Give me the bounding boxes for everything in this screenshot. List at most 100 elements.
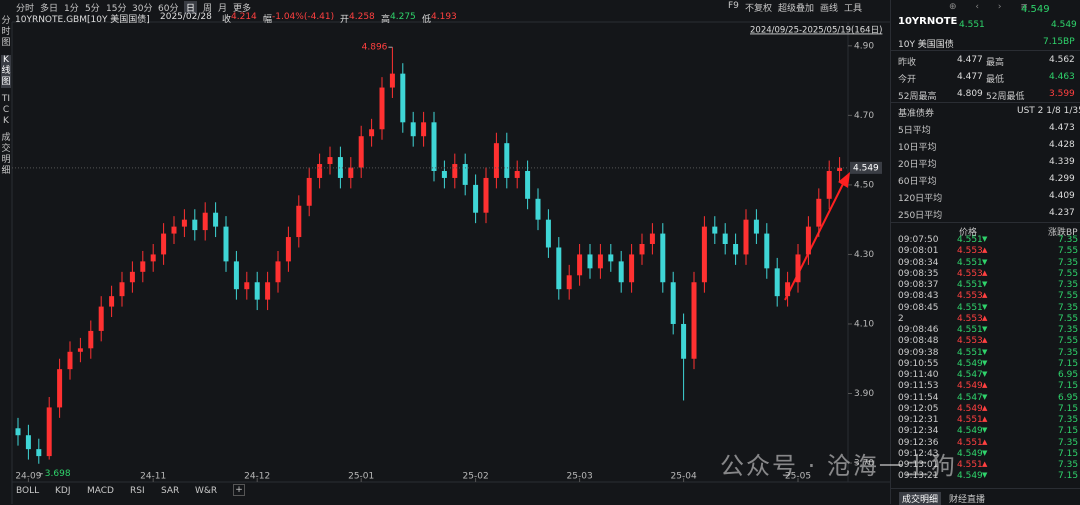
average-label: 10日平均 (898, 143, 937, 153)
tick-arrow: ▲ (982, 246, 988, 255)
tick-arrow: ▲ (982, 460, 988, 468)
candle-body (410, 122, 416, 137)
toolbar-tab[interactable]: 30分 (132, 4, 153, 14)
tick-time: 09:08:45 (898, 302, 939, 313)
tick-arrow: ▼ (982, 235, 988, 243)
toolbar-button[interactable]: 超级叠加 (778, 4, 815, 14)
candle-body (473, 184, 479, 213)
indicator-tab[interactable]: KDJ (55, 486, 71, 496)
toolbar-button[interactable]: 不复权 (745, 4, 773, 14)
candle-body (649, 233, 655, 245)
tick-bp: 6.95 (1058, 392, 1079, 403)
toolbar-tab[interactable]: 5分 (85, 4, 100, 14)
candle-body (244, 282, 250, 290)
date-range: 2024/09/25-2025/05/19(164日) (750, 26, 882, 36)
candle-body (556, 247, 562, 290)
divider (891, 488, 1080, 489)
average-label: 60日平均 (898, 177, 937, 187)
toolbar-tab[interactable]: 分时 (16, 4, 35, 14)
indicator-tab[interactable]: MACD (87, 486, 114, 496)
candle-body (805, 226, 811, 255)
tick-bp: 7.35 (1058, 460, 1079, 470)
toolbar-tab[interactable]: 日 (184, 1, 198, 14)
x-tick-label: 24-11 (140, 472, 166, 482)
tick-arrow: ▲ (982, 313, 988, 322)
candle-body (358, 136, 364, 168)
quote-ask: 4.549 (1051, 20, 1077, 30)
candle-body (764, 233, 770, 269)
tick-time: 2 (898, 313, 904, 324)
candle-body (150, 254, 156, 262)
toolbar-tab[interactable]: 1分 (64, 4, 79, 14)
toolbar-button[interactable]: F9 (728, 1, 739, 11)
tick-price: 4.547 (957, 370, 983, 380)
high-label: 4.896 (362, 43, 388, 53)
x-tick-label: 25-03 (567, 472, 593, 482)
header-label: 收 (222, 15, 232, 25)
toolbar-tab[interactable]: 周 (203, 4, 213, 14)
candle-body (431, 122, 437, 171)
tick-time: 09:12:05 (898, 403, 939, 414)
tick-price: 4.547 (957, 392, 983, 403)
toolbar-button[interactable]: 工具 (844, 4, 863, 14)
side-tab[interactable]: 分时图 (1, 16, 11, 48)
add-indicator[interactable]: + (233, 484, 245, 496)
tick-price: 4.549 (957, 448, 983, 459)
candle-body (785, 282, 791, 297)
tick-arrow: ▼ (982, 426, 988, 435)
y-tick-label: 4.50 (854, 180, 874, 190)
bottom-tab[interactable]: 成交明细 (899, 492, 942, 505)
side-tab[interactable]: 成交明细 (1, 133, 11, 176)
bottom-tab[interactable]: 财经直播 (949, 495, 986, 505)
tick-arrow: ▼ (982, 358, 988, 367)
tick-arrow: ▼ (982, 471, 988, 480)
tick-time: 09:11:53 (898, 381, 939, 392)
toolbar-tab[interactable]: 15分 (106, 4, 127, 14)
tick-time: 09:08:43 (898, 291, 939, 302)
average-label: 120日平均 (898, 194, 943, 204)
stat-value: 4.463 (1049, 72, 1075, 82)
tick-bp: 7.35 (1058, 257, 1079, 268)
candle-body (296, 205, 302, 238)
tick-bp: 7.55 (1058, 268, 1079, 279)
side-tab[interactable]: K线图 (1, 55, 11, 88)
candle-body (57, 369, 63, 408)
candle-body (389, 73, 395, 88)
candle-body (25, 435, 31, 450)
header-value: -1.04%(-4.41) (272, 12, 335, 22)
tick-price: 4.549 (957, 381, 983, 392)
candle-body (545, 219, 551, 248)
x-tick-label: 25-02 (463, 472, 489, 482)
tick-arrow: ▲ (982, 381, 988, 390)
tick-arrow: ▼ (982, 325, 988, 333)
candle-body (566, 275, 572, 290)
candle-body (119, 282, 125, 297)
candle-body (327, 157, 333, 165)
toolbar-tab[interactable]: 多日 (40, 4, 59, 14)
tick-price: 4.551 (957, 302, 983, 313)
toolbar-button[interactable]: 画线 (820, 4, 839, 14)
tick-bp: 7.55 (1058, 246, 1079, 257)
candle-body (608, 254, 614, 262)
quote-symbol: 10YRNOTE (898, 16, 958, 27)
candle-body (181, 219, 187, 227)
tick-bp: 7.35 (1058, 437, 1079, 448)
benchmark-label: 基准债券 (898, 109, 935, 119)
candle-body (670, 282, 676, 324)
indicator-tab[interactable]: SAR (161, 486, 180, 496)
candle-body (826, 170, 832, 199)
toolbar-tab[interactable]: 60分 (158, 4, 179, 14)
candle-body (254, 282, 260, 300)
tick-bp: 7.15 (1058, 448, 1079, 459)
divider (891, 50, 1080, 51)
header-value: 4.193 (431, 12, 457, 22)
candle-body (15, 428, 21, 436)
side-tab[interactable]: TICK (1, 94, 11, 126)
tick-time: 09:12:43 (898, 448, 939, 459)
indicator-tab[interactable]: BOLL (16, 486, 40, 496)
indicator-tab[interactable]: W&R (195, 486, 218, 496)
toolbar-tab[interactable]: 月 (218, 4, 228, 14)
tick-header: 价格 (959, 228, 978, 238)
toolbar-tab[interactable]: 更多 (233, 4, 252, 14)
indicator-tab[interactable]: RSI (130, 486, 145, 496)
